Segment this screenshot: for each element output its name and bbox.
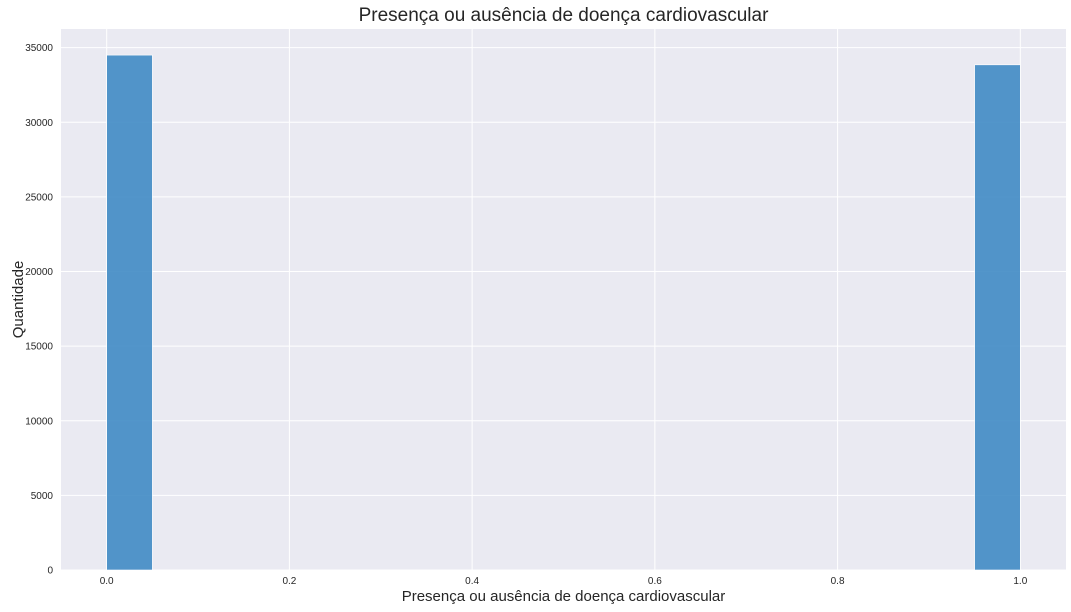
- chart-title: Presença ou ausência de doença cardiovas…: [359, 5, 769, 26]
- x-tick-label: 0.4: [465, 576, 479, 587]
- x-tick-label: 1.0: [1013, 576, 1027, 587]
- y-tick-label: 30000: [25, 118, 53, 129]
- y-tick-label: 35000: [25, 43, 53, 54]
- x-tick-label: 0.0: [100, 576, 114, 587]
- y-tick-label: 20000: [25, 267, 53, 278]
- plot-area: [61, 29, 1066, 570]
- x-axis-ticks: 0.0 0.2 0.4 0.6 0.8 1.0: [100, 576, 1028, 587]
- x-tick-label: 0.8: [831, 576, 845, 587]
- y-tick-label: 15000: [25, 342, 53, 353]
- x-tick-label: 0.2: [282, 576, 296, 587]
- y-tick-label: 10000: [25, 416, 53, 427]
- y-tick-label: 0: [47, 566, 53, 577]
- bars: [106, 54, 1021, 571]
- x-tick-label: 0.6: [648, 576, 662, 587]
- x-axis-label: Presença ou ausência de doença cardiovas…: [402, 588, 726, 605]
- y-axis-ticks: 0 5000 10000 15000 20000 25000 30000 35000: [25, 43, 53, 576]
- histogram-bar: [106, 54, 153, 571]
- y-axis-label: Quantidade: [10, 261, 27, 339]
- y-tick-label: 5000: [31, 491, 54, 502]
- y-tick-label: 25000: [25, 192, 53, 203]
- histogram-bar: [974, 64, 1021, 571]
